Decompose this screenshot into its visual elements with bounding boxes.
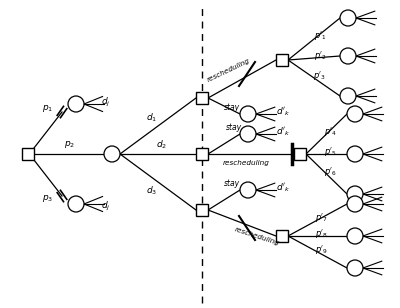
Text: $p'_4$: $p'_4$ [324, 124, 337, 137]
Circle shape [340, 10, 356, 26]
Bar [22, 148, 34, 160]
Text: $p'_8$: $p'_8$ [315, 226, 328, 240]
Text: $d_2$: $d_2$ [156, 139, 168, 151]
Circle shape [347, 260, 363, 276]
Circle shape [347, 196, 363, 212]
Circle shape [347, 106, 363, 122]
Text: $d_j$: $d_j$ [101, 95, 111, 108]
Bar [276, 230, 288, 242]
Text: stay: stay [224, 103, 240, 112]
Text: rescheduling: rescheduling [206, 57, 252, 83]
Text: stay: stay [226, 123, 242, 132]
Text: $p'_6$: $p'_6$ [324, 164, 337, 177]
Circle shape [240, 182, 256, 198]
Text: rescheduling: rescheduling [234, 226, 280, 246]
Circle shape [340, 88, 356, 104]
Bar [196, 92, 208, 104]
Text: $p'_1$: $p'_1$ [314, 30, 326, 43]
Text: $p'_2$: $p'_2$ [314, 48, 326, 62]
Text: $d_1$: $d_1$ [146, 112, 158, 124]
Text: stay: stay [224, 179, 240, 188]
Text: rescheduling: rescheduling [222, 160, 270, 166]
Text: $d'_k$: $d'_k$ [276, 182, 290, 194]
Bar [196, 204, 208, 216]
Text: $p_1$: $p_1$ [42, 103, 54, 115]
Circle shape [240, 126, 256, 142]
Text: $d'_k$: $d'_k$ [276, 106, 290, 118]
Bar [276, 54, 288, 66]
Text: $p'_5$: $p'_5$ [324, 144, 337, 157]
Bar [196, 148, 208, 160]
Circle shape [347, 146, 363, 162]
Text: $p'_3$: $p'_3$ [314, 68, 326, 82]
Circle shape [347, 228, 363, 244]
Circle shape [104, 146, 120, 162]
Text: $p_3$: $p_3$ [42, 193, 54, 205]
Text: $d'_k$: $d'_k$ [276, 126, 290, 138]
Circle shape [340, 48, 356, 64]
Circle shape [347, 186, 363, 202]
Circle shape [240, 106, 256, 122]
Text: $d_j$: $d_j$ [101, 200, 111, 213]
Text: $p'_9$: $p'_9$ [315, 242, 328, 256]
Text: $p_2$: $p_2$ [64, 140, 76, 151]
Text: $p'_7$: $p'_7$ [315, 210, 328, 224]
Bar [294, 148, 306, 160]
Circle shape [68, 96, 84, 112]
Circle shape [68, 196, 84, 212]
Text: $d_3$: $d_3$ [146, 185, 158, 197]
